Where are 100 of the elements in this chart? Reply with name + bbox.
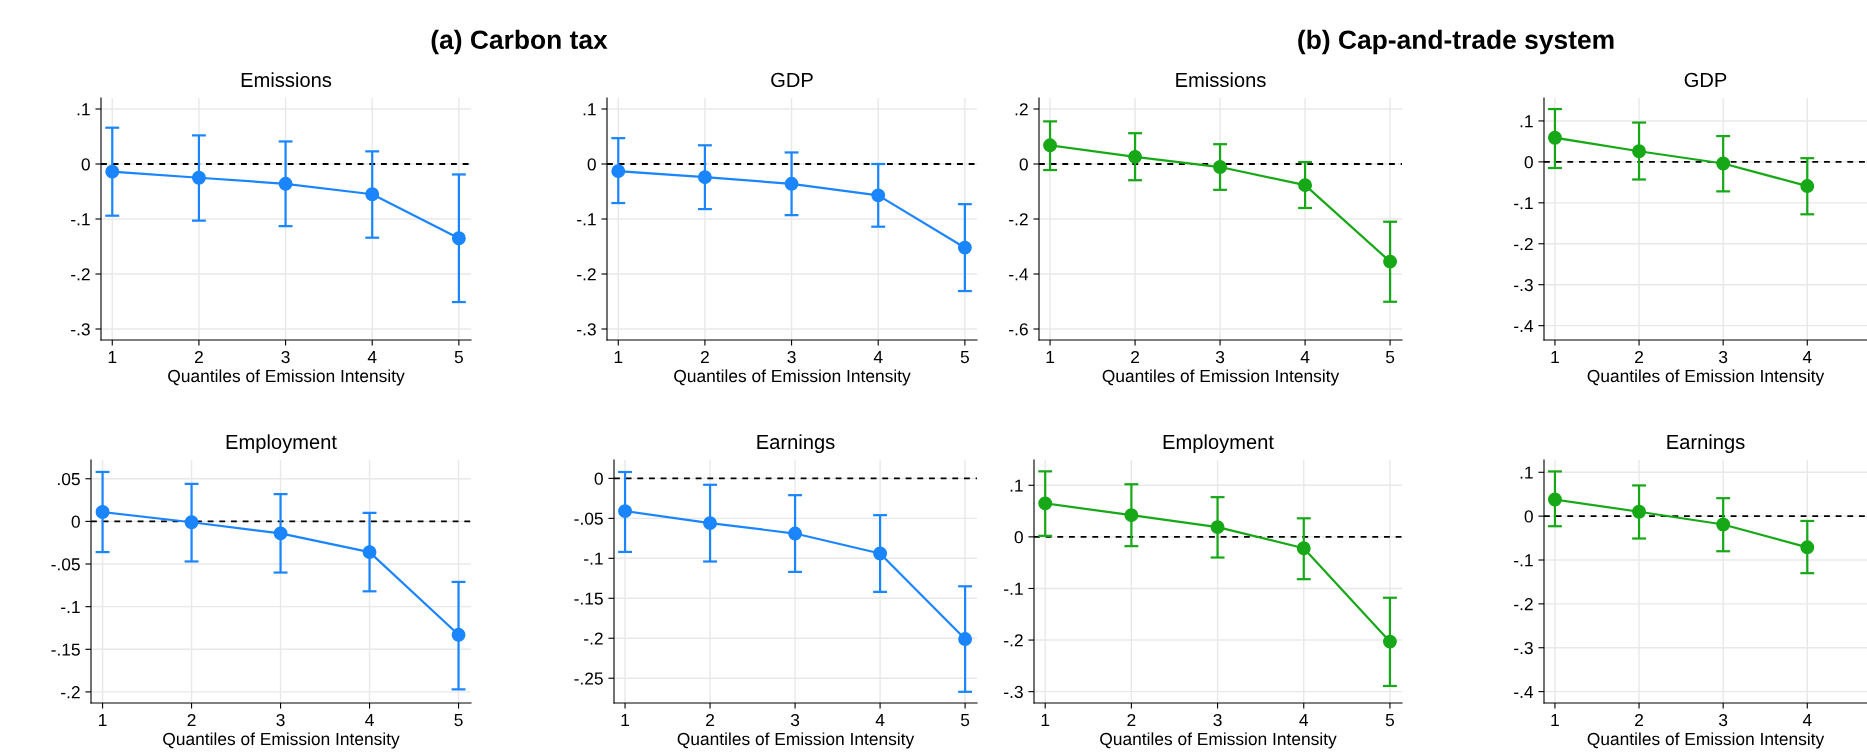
y-tick-label: -.15 [51, 643, 80, 656]
point [365, 187, 380, 202]
point [611, 164, 626, 179]
x-tick-label: 4 [1300, 351, 1310, 363]
y-tick-label: -.2 [61, 686, 80, 699]
point [1128, 149, 1143, 164]
point [1382, 634, 1397, 649]
point [871, 188, 886, 203]
chart-title: Emissions [1176, 72, 1266, 88]
x-tick-label: 2 [700, 350, 709, 363]
chart-title: Earnings [1667, 434, 1745, 454]
x-tick-label: 3 [276, 713, 285, 727]
y-tick-label: -.1 [61, 601, 80, 613]
y-tick-label: -.3 [1514, 278, 1533, 292]
x-tick-label: 2 [1635, 350, 1644, 363]
x-tick-label: 4 [1299, 714, 1309, 726]
y-tick-label: -.4 [1514, 685, 1534, 698]
point [105, 164, 120, 179]
x-axis-title: Quantiles of Emission Intensity [674, 369, 911, 386]
y-tick-label: 0 [1524, 510, 1533, 523]
y-tick-label: .1 [77, 103, 90, 116]
y-tick-label: 0 [71, 515, 80, 528]
y-tick-label: .1 [1520, 466, 1533, 479]
y-tick-label: -.1 [1514, 197, 1533, 210]
x-tick-label: 4 [365, 714, 374, 726]
x-tick-label: 1 [99, 714, 107, 726]
point [957, 240, 972, 255]
y-tick-label: -.1 [71, 213, 90, 226]
x-axis-title: Quantiles of Emission Intensity [168, 369, 405, 386]
x-tick-label: 2 [1131, 350, 1140, 363]
point [1210, 520, 1225, 535]
x-axis-title: Quantiles of Emission Intensity [1587, 732, 1825, 749]
y-tick-label: -.25 [574, 672, 603, 685]
x-axis-title: Quantiles of Emission Intensity [677, 732, 915, 749]
x-tick-label: 2 [1127, 713, 1136, 726]
chart-title: GDP [1684, 72, 1727, 88]
y-tick-label: -.2 [577, 268, 596, 281]
x-tick-label: 2 [194, 350, 203, 363]
x-axis-title: Quantiles of Emission Intensity [1100, 732, 1337, 749]
point [1716, 156, 1731, 171]
x-tick-label: 4 [1802, 714, 1812, 726]
y-tick-label: 0 [587, 158, 596, 171]
y-tick-label: -.1 [1514, 554, 1533, 567]
x-tick-label: 3 [1213, 713, 1222, 727]
x-tick-label: 3 [1215, 350, 1225, 364]
y-tick-label: -.1 [1004, 582, 1023, 595]
point [1296, 541, 1311, 556]
point [1038, 496, 1053, 511]
point [191, 170, 206, 185]
point [697, 170, 712, 185]
y-tick-label: -.2 [584, 632, 603, 645]
y-tick-label: -.6 [1009, 323, 1028, 336]
x-tick-label: 3 [1719, 713, 1728, 727]
x-tick-label: 1 [108, 351, 117, 363]
chart-title: Emissions [241, 72, 332, 88]
y-tick-label: -.3 [1004, 685, 1023, 699]
x-tick-label: 1 [1046, 351, 1055, 363]
y-tick-label: 0 [1014, 531, 1023, 544]
y-tick-label: -.2 [1004, 634, 1023, 647]
chart-title: Employment [226, 434, 337, 454]
y-tick-label: -.05 [51, 558, 80, 571]
point [184, 515, 199, 530]
y-tick-label: .1 [1520, 115, 1533, 128]
text: (a) Carbon tax [431, 29, 608, 55]
point [1298, 178, 1313, 193]
y-tick-label: -.2 [1514, 598, 1533, 611]
point [788, 526, 803, 541]
x-axis-title: Quantiles of Emission Intensity [163, 732, 400, 749]
y-tick-label: -.3 [577, 323, 596, 336]
point [1716, 517, 1731, 532]
chart-title: Employment [1163, 434, 1274, 454]
point [95, 505, 110, 519]
point [1547, 492, 1562, 507]
point [362, 545, 377, 560]
y-tick-label: .1 [1010, 479, 1023, 492]
y-tick-label: -.2 [1009, 213, 1028, 226]
x-axis-title: Quantiles of Emission Intensity [1587, 369, 1825, 386]
point [278, 176, 293, 191]
point [1383, 254, 1398, 269]
y-tick-label: 0 [81, 158, 90, 171]
y-tick-label: -.4 [1009, 268, 1029, 281]
y-tick-label: 0 [594, 472, 603, 485]
y-tick-label: .05 [58, 472, 80, 486]
x-tick-label: 5 [960, 714, 970, 727]
point [1213, 160, 1228, 174]
point [1632, 144, 1647, 159]
y-tick-label: 0 [1524, 156, 1533, 169]
point [451, 231, 466, 246]
point [618, 504, 632, 519]
y-tick-label: .2 [1015, 103, 1028, 116]
x-tick-label: 3 [790, 713, 800, 727]
x-tick-label: 3 [1719, 350, 1728, 364]
point [1800, 179, 1815, 193]
x-axis-title: Quantiles of Emission Intensity [1102, 369, 1340, 386]
point [451, 627, 466, 642]
x-tick-label: 5 [960, 351, 969, 364]
y-tick-label: -.1 [584, 552, 603, 565]
y-tick-label: -.3 [1514, 641, 1533, 655]
x-tick-label: 3 [787, 350, 796, 364]
point [1043, 138, 1057, 153]
